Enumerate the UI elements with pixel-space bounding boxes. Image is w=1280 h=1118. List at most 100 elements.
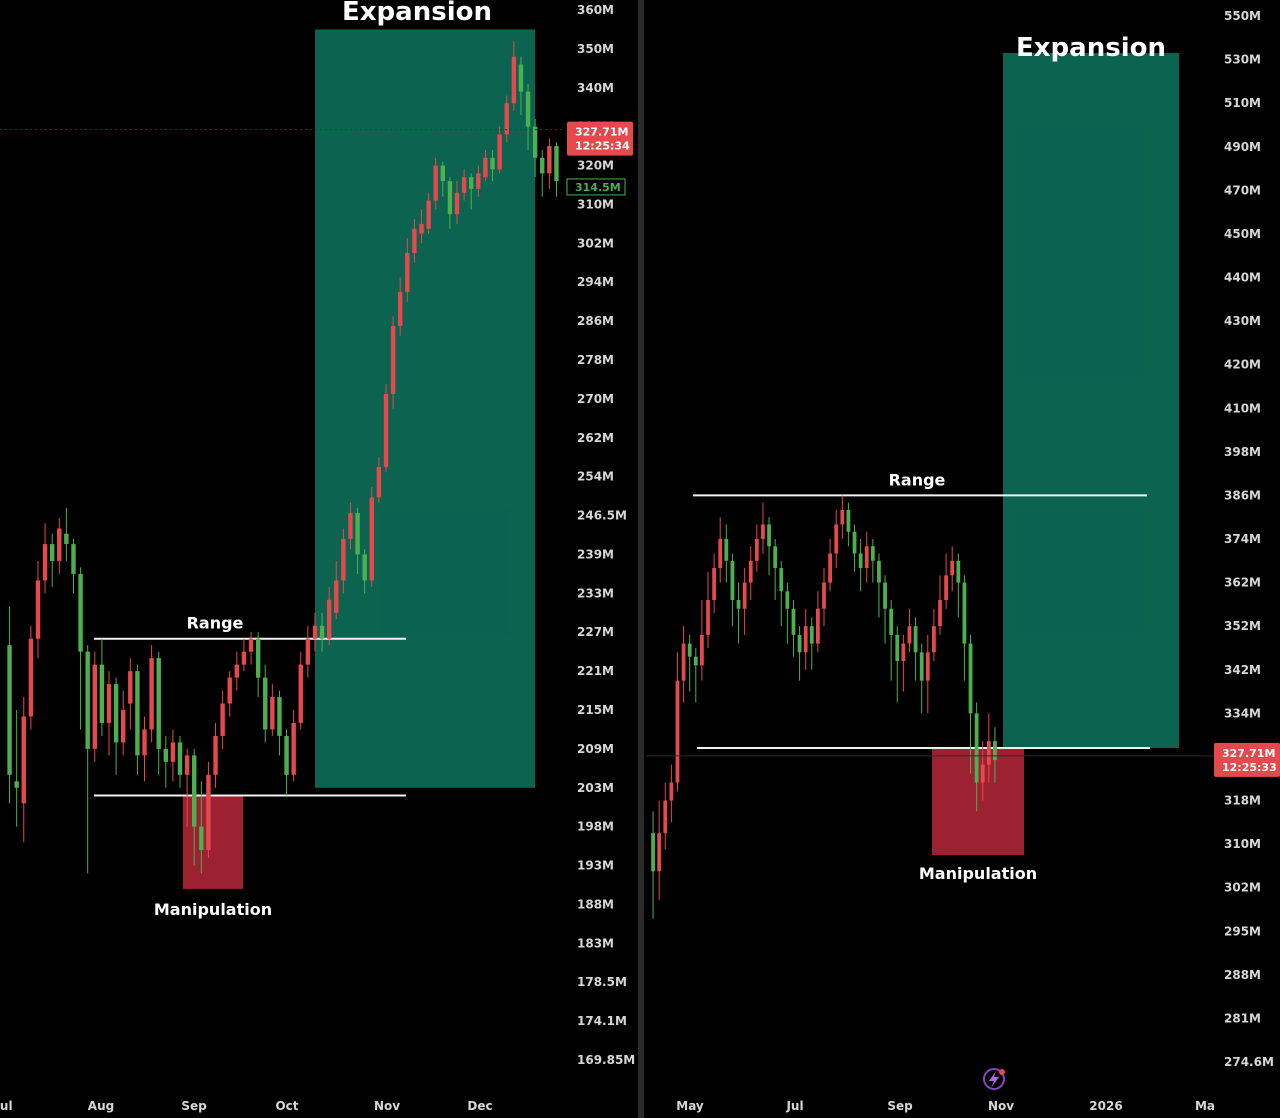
candle-body — [657, 833, 662, 872]
candle — [993, 727, 997, 783]
candle — [305, 625, 311, 678]
candle-body — [846, 509, 851, 532]
candle — [962, 575, 967, 681]
candle — [858, 539, 863, 592]
x-tick-label: Sep — [887, 1099, 913, 1113]
candle-body — [184, 755, 190, 775]
candle — [476, 165, 481, 197]
candle-body — [748, 560, 753, 583]
candle-body — [206, 774, 211, 850]
candle-body — [925, 652, 930, 681]
secondary-price-tag[interactable]: 314.5M — [566, 178, 626, 196]
candle — [319, 612, 325, 652]
y-tick-label: 169.85M — [577, 1053, 635, 1067]
y-tick-label: 360M — [577, 3, 614, 17]
y-tick-label: 410M — [1224, 401, 1261, 415]
candle-body — [241, 651, 247, 665]
candle — [950, 546, 955, 592]
candle — [718, 517, 723, 583]
y-tick-label: 262M — [577, 431, 614, 445]
candle — [326, 586, 332, 646]
candle — [440, 161, 446, 197]
y-tick-label: 450M — [1224, 227, 1261, 241]
y-tick-label: 398M — [1224, 445, 1261, 459]
candle-body — [78, 573, 83, 652]
y-tick-label: 318M — [1224, 794, 1261, 808]
manipulation-zone — [183, 795, 243, 889]
left-price-axis[interactable]: 360M350M340M330M320M310M302M294M286M278M… — [577, 3, 635, 1067]
candle-body — [532, 126, 538, 158]
y-tick-label: 470M — [1224, 183, 1261, 197]
candle-body — [779, 568, 784, 592]
candle-body — [270, 697, 275, 730]
candle-body — [932, 626, 936, 653]
candle-body — [71, 544, 76, 574]
candle — [828, 539, 832, 592]
candle — [846, 502, 851, 547]
candle-body — [919, 652, 924, 681]
x-tick-label: Dec — [467, 1099, 492, 1113]
right-chart-panel[interactable]: 550M 530M 510M 490M 470M 450M 440M 430M 420M 410M… — [646, 9, 1280, 1113]
candle — [71, 538, 76, 594]
candle-body — [142, 729, 147, 756]
candle-body — [986, 741, 991, 765]
y-tick-label: 550M — [1224, 9, 1261, 23]
right-price-axis[interactable]: 550M 530M 510M 490M 470M 450M 440M 430M 420M 410M… — [1224, 9, 1280, 1069]
lightning-badge-icon[interactable] — [983, 1068, 1005, 1090]
candle — [383, 384, 389, 472]
range-label: Range — [187, 614, 244, 633]
candle — [234, 651, 240, 691]
candle-body — [255, 638, 261, 678]
candle-body — [28, 638, 34, 717]
candle — [376, 457, 382, 503]
x-tick-label: May — [676, 1099, 704, 1113]
candle-body — [35, 580, 41, 639]
candle-body — [974, 713, 979, 783]
candle — [693, 647, 698, 703]
y-tick-label: 239M — [577, 547, 614, 561]
candle — [864, 531, 869, 583]
candle — [497, 126, 502, 174]
y-tick-label: 209M — [577, 742, 614, 756]
candle — [454, 181, 460, 224]
candle — [742, 568, 747, 635]
candle — [870, 539, 875, 583]
candle — [213, 722, 218, 788]
candle-body — [383, 394, 389, 467]
candle-body — [326, 599, 332, 639]
candle — [7, 606, 12, 804]
y-tick-label: 310M — [577, 197, 614, 211]
candle-body — [706, 600, 710, 635]
candle-body — [263, 677, 268, 730]
right-time-axis[interactable]: May Jul Sep Nov 2026 Ma — [676, 1099, 1215, 1113]
candle — [57, 518, 62, 574]
candle — [390, 316, 396, 409]
left-time-axis[interactable]: Jul Aug Sep Oct Nov Dec — [0, 1099, 493, 1113]
candle-body — [993, 741, 997, 761]
candle — [761, 502, 765, 554]
left-chart-panel[interactable]: 360M350M340M330M320M310M302M294M286M278M… — [0, 0, 635, 1113]
candle — [791, 600, 796, 657]
candle-body — [852, 531, 857, 554]
y-tick-label: 420M — [1224, 358, 1261, 372]
candle-body — [447, 181, 453, 215]
candle — [206, 761, 211, 858]
candle-body — [42, 544, 48, 581]
candle — [657, 800, 662, 901]
y-tick-label: 281M — [1224, 1011, 1261, 1025]
candle — [426, 192, 431, 234]
candle — [797, 626, 802, 681]
candle-body — [547, 146, 552, 174]
candle-body — [700, 634, 704, 666]
candle-body — [797, 634, 802, 653]
candle — [840, 495, 845, 539]
candle-body — [736, 600, 741, 609]
candle — [700, 600, 704, 681]
expansion-zone — [315, 29, 535, 788]
candle-body — [840, 509, 845, 525]
candle — [895, 626, 900, 703]
candle-body — [761, 524, 765, 539]
candle-body — [426, 200, 431, 229]
